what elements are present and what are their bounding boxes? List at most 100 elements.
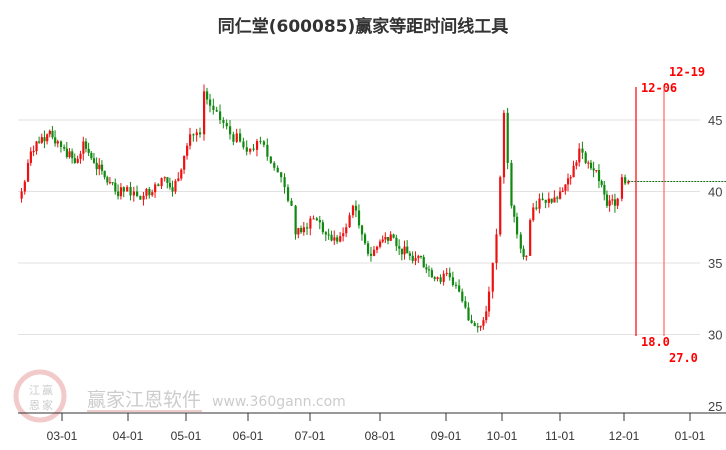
x-tick-label: 09-01 bbox=[431, 429, 462, 443]
candle bbox=[54, 130, 57, 147]
candle-body bbox=[491, 263, 494, 292]
candle-body bbox=[439, 277, 442, 282]
candle-body bbox=[38, 141, 41, 143]
candle bbox=[559, 187, 562, 200]
candle bbox=[372, 245, 376, 257]
candle bbox=[245, 140, 248, 156]
candle-body bbox=[333, 237, 336, 241]
candle-body bbox=[157, 184, 160, 187]
candle bbox=[151, 189, 154, 197]
candle bbox=[519, 231, 522, 254]
candle bbox=[95, 157, 98, 176]
candle-body bbox=[572, 165, 575, 178]
candle-body bbox=[336, 237, 339, 242]
candle-body bbox=[454, 284, 458, 286]
candle-body bbox=[613, 199, 617, 206]
candle bbox=[448, 267, 451, 281]
candle bbox=[605, 190, 609, 208]
candle bbox=[276, 165, 279, 173]
candle-body bbox=[239, 133, 242, 142]
candle-body bbox=[366, 243, 370, 254]
candle-body bbox=[392, 234, 395, 238]
candle bbox=[445, 268, 448, 277]
candle-body bbox=[578, 148, 581, 163]
candle bbox=[56, 139, 59, 148]
candle-body bbox=[485, 311, 488, 321]
candle bbox=[23, 179, 26, 195]
candle-body bbox=[315, 218, 318, 221]
candle-body bbox=[499, 177, 502, 235]
candle-body bbox=[369, 253, 373, 256]
candle-body bbox=[309, 218, 312, 229]
candle bbox=[442, 270, 445, 286]
candle bbox=[145, 187, 148, 200]
candle-body bbox=[273, 162, 276, 168]
candle bbox=[339, 232, 342, 243]
candle bbox=[229, 119, 232, 140]
x-tick-label: 11-01 bbox=[545, 429, 575, 443]
candle bbox=[550, 198, 553, 204]
candle bbox=[458, 279, 461, 293]
candle bbox=[336, 234, 339, 244]
candle bbox=[327, 228, 330, 240]
candle bbox=[386, 236, 390, 245]
candle bbox=[225, 119, 228, 130]
time-line-value-label: 27.0 bbox=[669, 351, 698, 365]
candle bbox=[302, 222, 305, 236]
candle bbox=[575, 160, 578, 170]
candle-body bbox=[56, 141, 59, 144]
candle bbox=[195, 128, 198, 142]
candle bbox=[166, 177, 169, 189]
candle-body bbox=[168, 182, 172, 188]
candle-body bbox=[195, 132, 198, 136]
candle-body bbox=[487, 291, 491, 312]
candle-body bbox=[68, 151, 71, 157]
candle bbox=[252, 143, 255, 152]
candle-body bbox=[379, 241, 382, 247]
candle bbox=[157, 183, 160, 187]
candle bbox=[538, 193, 541, 214]
candle-body bbox=[166, 177, 169, 183]
candle-body bbox=[436, 277, 439, 279]
candle bbox=[266, 138, 269, 161]
candle-body bbox=[389, 234, 392, 241]
candle-body bbox=[283, 177, 286, 188]
candle bbox=[129, 181, 132, 201]
candle bbox=[189, 127, 192, 150]
candle-body bbox=[372, 249, 376, 256]
candle-body bbox=[145, 189, 148, 196]
candle bbox=[613, 193, 617, 213]
candle bbox=[414, 251, 417, 266]
candle-body bbox=[351, 205, 355, 216]
candle bbox=[595, 170, 598, 173]
candle-body bbox=[23, 181, 26, 192]
candle-body bbox=[417, 255, 420, 259]
candle bbox=[603, 180, 606, 201]
seal-char: 江 bbox=[29, 384, 40, 397]
candle-body bbox=[620, 177, 624, 199]
candle-body bbox=[584, 152, 587, 163]
candle bbox=[68, 147, 71, 159]
candle bbox=[203, 84, 206, 141]
candle-body bbox=[54, 137, 57, 144]
candle-body bbox=[419, 255, 423, 258]
candle bbox=[32, 145, 35, 157]
candle bbox=[589, 159, 593, 171]
candle-body bbox=[624, 177, 627, 184]
candle-body bbox=[451, 277, 455, 285]
candle bbox=[375, 245, 379, 254]
candle-body bbox=[414, 258, 417, 261]
y-tick-label: 45 bbox=[708, 113, 722, 128]
candle bbox=[608, 195, 611, 212]
candle-body bbox=[627, 181, 630, 184]
candle bbox=[411, 251, 414, 264]
candle-body bbox=[360, 225, 364, 235]
candle-body bbox=[375, 246, 379, 250]
candle-body bbox=[589, 162, 593, 169]
candle-body bbox=[48, 130, 51, 135]
candle bbox=[209, 93, 212, 113]
x-tick-label: 10-01 bbox=[487, 429, 518, 443]
candle-body bbox=[611, 199, 614, 201]
candle bbox=[212, 98, 215, 115]
candle-body bbox=[581, 148, 584, 153]
